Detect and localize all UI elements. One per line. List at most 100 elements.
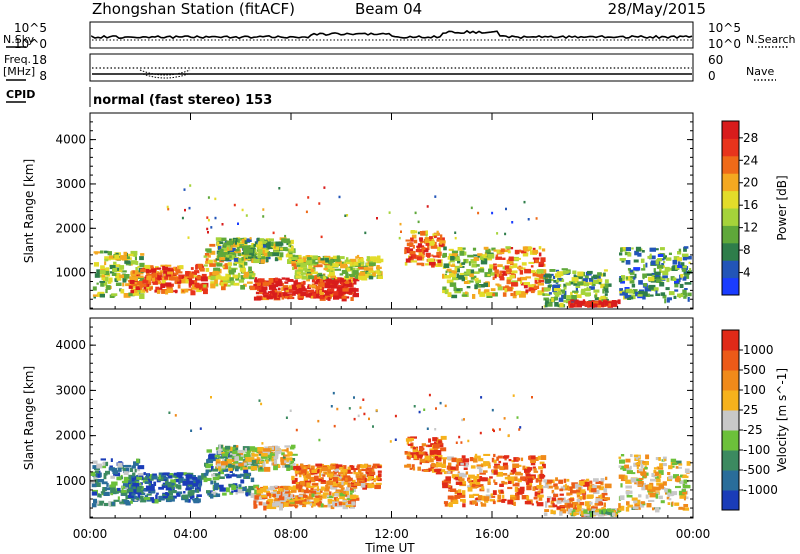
echo-cell	[546, 297, 549, 301]
echo-cell	[295, 465, 301, 471]
colorbar-tick-label: 1000	[743, 343, 774, 357]
echo-cell	[327, 469, 331, 472]
echo-cell	[448, 253, 452, 257]
echo-cell	[572, 270, 577, 274]
x-axis-title: Time UT	[364, 541, 415, 554]
echo-cell	[376, 260, 382, 264]
echo-cell	[641, 268, 646, 271]
echo-cell	[340, 263, 347, 269]
echo-cell	[250, 477, 255, 483]
echo-cell	[256, 297, 262, 301]
echo-cell	[338, 195, 341, 199]
echo-cell	[675, 460, 682, 465]
echo-cell	[344, 471, 348, 476]
echo-cell	[192, 476, 198, 480]
nsky-series	[91, 29, 693, 40]
echo-cell	[653, 475, 657, 478]
echo-cell	[658, 275, 661, 280]
echo-cell	[340, 295, 347, 299]
echo-cell	[422, 250, 425, 256]
echo-cell	[490, 493, 493, 497]
x-tick-label: 12:00	[374, 527, 409, 541]
echo-cell	[110, 493, 114, 496]
echo-cell	[412, 447, 416, 450]
echo-cell	[262, 215, 265, 218]
echo-cell	[423, 469, 429, 472]
echo-cell	[288, 285, 292, 290]
echo-cell	[235, 241, 240, 247]
echo-cell	[133, 486, 136, 490]
echo-cell	[457, 472, 465, 478]
echo-cell	[425, 230, 428, 236]
echo-cell	[330, 487, 338, 490]
echo-cell	[171, 487, 174, 490]
echo-cell	[262, 281, 268, 287]
echo-cell	[427, 253, 431, 258]
echo-cell	[215, 237, 222, 241]
echo-cell	[540, 455, 547, 460]
echo-cell	[547, 285, 551, 289]
echo-cell	[581, 288, 585, 293]
echo-cell	[216, 241, 220, 246]
echo-cell	[333, 281, 339, 285]
echo-cell	[211, 491, 217, 496]
echo-cell	[637, 294, 643, 297]
echo-cell	[462, 247, 466, 250]
echo-cell	[659, 463, 663, 469]
echo-cell	[165, 282, 172, 287]
echo-cell	[659, 282, 665, 287]
echo-cell	[648, 284, 656, 290]
echo-cell	[259, 240, 265, 245]
echo-cell	[538, 264, 544, 267]
echo-cell	[292, 485, 297, 489]
echo-cell	[594, 503, 598, 506]
echo-cell	[190, 287, 198, 290]
echo-cell	[267, 252, 274, 257]
echo-cell	[459, 250, 465, 256]
echo-cell	[138, 495, 144, 499]
echo-cell	[208, 454, 215, 460]
echo-cell	[251, 274, 256, 278]
echo-cell	[333, 424, 336, 428]
echo-cell	[156, 289, 161, 294]
echo-cell	[491, 211, 494, 215]
echo-cell	[342, 465, 347, 470]
echo-cell	[318, 438, 321, 442]
echo-cell	[242, 467, 248, 470]
echo-cell	[436, 455, 443, 458]
echo-cell	[214, 267, 218, 270]
echo-cell	[682, 256, 688, 261]
echo-cell	[640, 258, 645, 263]
echo-cell	[658, 252, 661, 255]
echo-cell	[497, 284, 502, 287]
echo-cell	[111, 501, 115, 506]
echo-cell	[563, 290, 567, 296]
echo-cell	[377, 255, 381, 259]
echo-cell	[326, 281, 331, 287]
echo-cell	[533, 496, 538, 500]
echo-cell	[264, 249, 269, 253]
echo-cell	[168, 490, 173, 496]
echo-cell	[225, 254, 230, 258]
echo-cell	[125, 502, 131, 505]
nave-label: Nave	[746, 65, 774, 78]
echo-cell	[211, 466, 214, 471]
echo-cell	[586, 508, 592, 511]
echo-cell	[404, 262, 408, 266]
echo-cell	[360, 257, 364, 262]
echo-cell	[245, 488, 252, 493]
echo-cell	[313, 497, 320, 502]
echo-cell	[681, 489, 686, 492]
echo-cell	[484, 258, 488, 263]
echo-cell	[448, 496, 453, 500]
echo-cell	[226, 473, 230, 479]
echo-cell	[525, 476, 533, 480]
echo-cell	[319, 294, 324, 300]
echo-cell	[502, 482, 505, 485]
echo-cell	[503, 417, 506, 420]
echo-cell	[285, 248, 289, 252]
echo-cell	[446, 456, 454, 460]
echo-cell	[143, 472, 146, 476]
echo-cell	[524, 468, 530, 473]
